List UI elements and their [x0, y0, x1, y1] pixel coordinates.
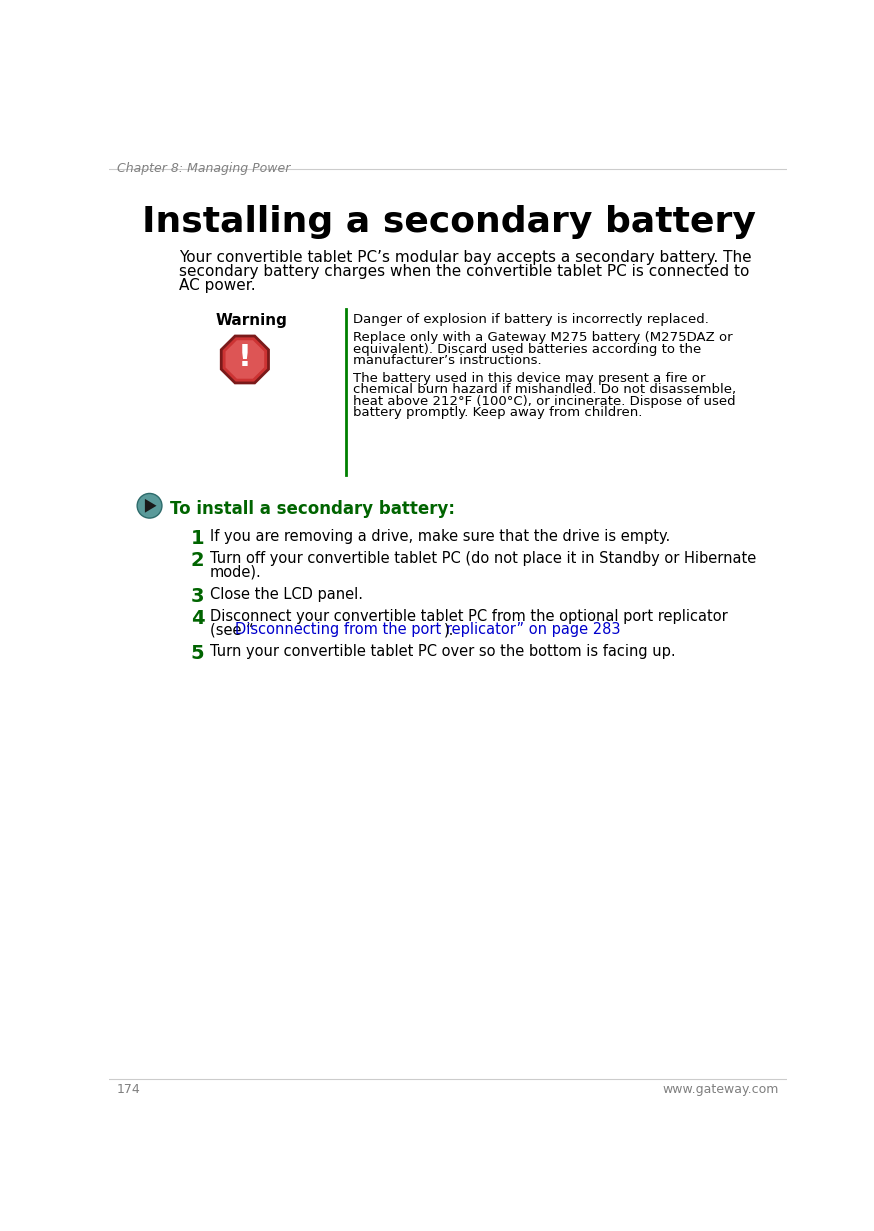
Polygon shape [221, 336, 268, 383]
Text: 2: 2 [191, 551, 205, 570]
Text: heat above 212°F (100°C), or incinerate. Dispose of used: heat above 212°F (100°C), or incinerate.… [353, 395, 736, 407]
Text: !: ! [238, 342, 252, 372]
Text: Warning: Warning [216, 313, 288, 329]
Text: AC power.: AC power. [179, 278, 255, 293]
Text: If you are removing a drive, make sure that the drive is empty.: If you are removing a drive, make sure t… [210, 529, 670, 544]
Text: Your convertible tablet PC’s modular bay accepts a secondary battery. The: Your convertible tablet PC’s modular bay… [179, 250, 752, 265]
Text: Danger of explosion if battery is incorrectly replaced.: Danger of explosion if battery is incorr… [353, 313, 709, 326]
Text: ).: ). [444, 622, 454, 636]
Text: equivalent). Discard used batteries according to the: equivalent). Discard used batteries acco… [353, 342, 702, 356]
Text: Turn off your convertible tablet PC (do not place it in Standby or Hibernate: Turn off your convertible tablet PC (do … [210, 551, 756, 566]
Text: Close the LCD panel.: Close the LCD panel. [210, 587, 363, 602]
Polygon shape [145, 499, 156, 512]
Text: Disconnecting from the port replicator” on page 283: Disconnecting from the port replicator” … [234, 622, 621, 636]
Text: 3: 3 [191, 587, 205, 606]
Text: 4: 4 [191, 609, 205, 628]
Text: Chapter 8: Managing Power: Chapter 8: Managing Power [117, 161, 290, 175]
Text: 5: 5 [191, 644, 205, 664]
Text: 1: 1 [191, 529, 205, 548]
Text: To install a secondary battery:: To install a secondary battery: [170, 500, 454, 517]
Text: Turn your convertible tablet PC over so the bottom is facing up.: Turn your convertible tablet PC over so … [210, 644, 676, 660]
Text: The battery used in this device may present a fire or: The battery used in this device may pres… [353, 372, 705, 385]
Circle shape [137, 494, 162, 518]
Text: 174: 174 [117, 1083, 141, 1097]
Text: Disconnect your convertible tablet PC from the optional port replicator: Disconnect your convertible tablet PC fr… [210, 609, 728, 624]
Text: battery promptly. Keep away from children.: battery promptly. Keep away from childre… [353, 406, 642, 420]
Text: chemical burn hazard if mishandled. Do not disassemble,: chemical burn hazard if mishandled. Do n… [353, 383, 737, 396]
Text: www.gateway.com: www.gateway.com [662, 1083, 779, 1097]
Text: Replace only with a Gateway M275 battery (M275DAZ or: Replace only with a Gateway M275 battery… [353, 331, 733, 343]
Text: mode).: mode). [210, 564, 261, 580]
Text: secondary battery charges when the convertible tablet PC is connected to: secondary battery charges when the conve… [179, 263, 749, 279]
Text: Installing a secondary battery: Installing a secondary battery [142, 206, 756, 240]
Text: (see “: (see “ [210, 622, 253, 636]
Polygon shape [225, 340, 264, 379]
Text: manufacturer’s instructions.: manufacturer’s instructions. [353, 355, 542, 367]
